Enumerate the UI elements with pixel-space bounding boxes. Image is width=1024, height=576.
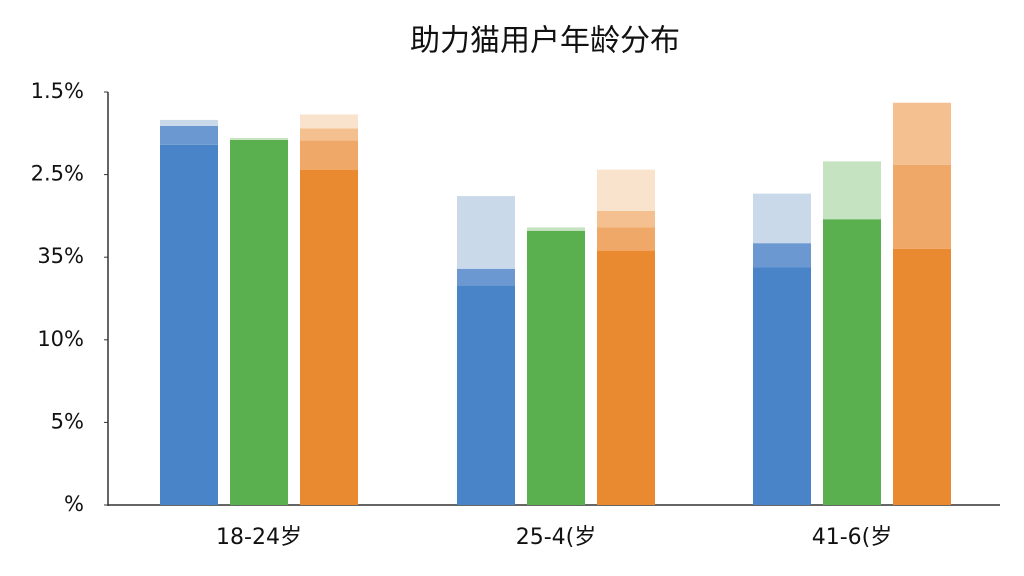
bar-segment: [893, 248, 951, 505]
bar-segment: [893, 102, 951, 165]
bar-segment: [527, 230, 585, 505]
bar-segment: [300, 114, 358, 129]
bar-segment: [597, 250, 655, 505]
bar-segment: [300, 169, 358, 506]
bar-segment: [457, 268, 515, 286]
x-tick-label: 41-6(岁: [812, 525, 893, 550]
bar-segment: [457, 196, 515, 269]
x-tick-label: 18-24岁: [216, 525, 302, 550]
bar-segment: [753, 193, 811, 244]
y-tick-label: 5%: [51, 409, 84, 433]
bar-segment: [823, 161, 881, 220]
bar-segment: [597, 210, 655, 228]
bar-segment: [300, 128, 358, 141]
y-tick-label: 2.5%: [31, 162, 84, 186]
bar-segment: [160, 125, 218, 145]
bar-segment: [597, 169, 655, 211]
y-tick-label: 1.5%: [31, 79, 84, 103]
bar-segment: [753, 243, 811, 268]
bar-segment: [230, 139, 288, 505]
bar-segment: [457, 285, 515, 505]
bar-segment: [300, 140, 358, 170]
bar-segment: [823, 219, 881, 506]
bar-segment: [753, 267, 811, 505]
bar-segment: [893, 164, 951, 249]
y-tick-label: 10%: [37, 327, 84, 351]
x-tick-label: 25-4(岁: [516, 525, 597, 550]
y-tick-label: 35%: [37, 244, 84, 268]
bar-segment: [527, 227, 585, 231]
bar-segment: [230, 137, 288, 140]
bar-segment: [160, 144, 218, 505]
bar-segment: [160, 119, 218, 126]
bar-segment: [597, 227, 655, 251]
chart-title: 助力猫用户年龄分布: [410, 24, 680, 59]
y-tick-label: %: [64, 492, 84, 516]
